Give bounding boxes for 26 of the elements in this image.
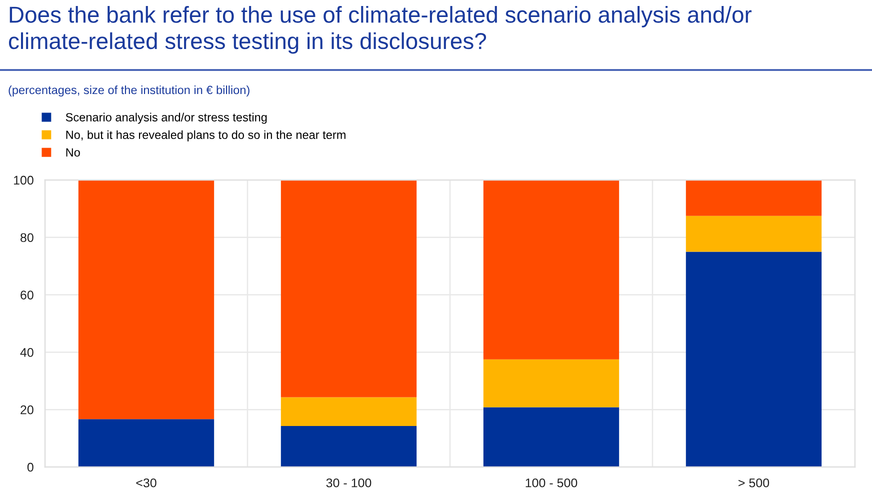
x-tick-label: <30 <box>136 478 156 488</box>
x-tick-label: 30 - 100 <box>326 478 372 488</box>
x-tick-label: > 500 <box>738 478 770 488</box>
y-tick-label: 0 <box>27 462 34 472</box>
bar <box>78 180 214 420</box>
y-tick-label: 80 <box>20 233 34 242</box>
bar <box>483 180 620 360</box>
bar <box>686 180 822 216</box>
legend-label: No <box>66 148 80 157</box>
x-tick-label: 100 - 500 <box>526 478 578 488</box>
y-tick-label: 40 <box>20 348 34 357</box>
bar <box>280 180 417 398</box>
legend-label: No, but it has revealed plans to do so in the near term <box>66 130 346 142</box>
bar <box>483 359 620 408</box>
bar <box>280 426 417 467</box>
bar <box>483 407 620 467</box>
y-tick-label: 20 <box>20 405 34 414</box>
bar <box>686 252 822 467</box>
chart-title: Does the bank refer to the use of climate-related scenario analysis and/or climate-related stress testing in its disclosures? <box>8 6 752 54</box>
bar <box>280 397 417 426</box>
bar <box>686 216 822 252</box>
bar <box>78 419 214 467</box>
chart-subtitle: (percentages, size of the institution in € billion) <box>8 86 250 97</box>
y-tick-label: 100 <box>14 176 34 185</box>
y-tick-label: 60 <box>20 290 34 300</box>
legend-label: Scenario analysis and/or stress testing <box>66 112 267 124</box>
